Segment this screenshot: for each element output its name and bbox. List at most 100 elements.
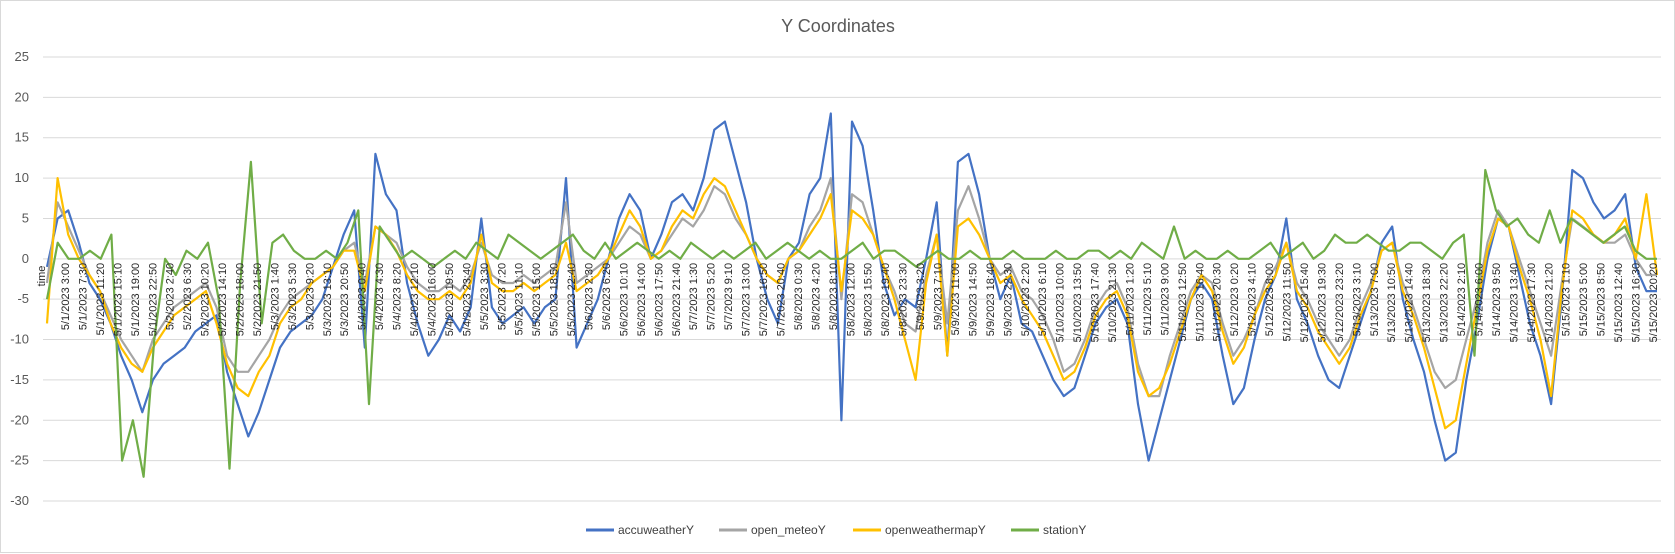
x-tick-label: 5/9/2023 22:30 — [1002, 263, 1014, 336]
x-tick-label: 5/2/2023 2:40 — [165, 263, 177, 330]
chart-title: Y Coordinates — [781, 16, 895, 36]
y-tick-label: 10 — [15, 170, 29, 185]
y-tick-label: 15 — [15, 130, 29, 145]
x-tick-label: 5/15/2023 5:00 — [1578, 263, 1590, 336]
x-tick-label: 5/6/2023 14:00 — [636, 263, 648, 336]
x-tick-label: 5/13/2023 3:10 — [1351, 263, 1363, 336]
x-tick-label: 5/8/2023 12:00 — [845, 263, 857, 336]
x-tick-label: 5/10/2023 13:50 — [1072, 263, 1084, 343]
x-tick-label: 5/2/2023 14:10 — [217, 263, 229, 336]
x-tick-label: 5/5/2023 3:30 — [479, 263, 491, 330]
x-tick-label: 5/6/2023 21:40 — [671, 263, 683, 336]
x-tick-label: 5/11/2023 1:20 — [1125, 263, 1137, 336]
x-tick-label: 5/1/2023 22:50 — [147, 263, 159, 336]
x-tick-label: 5/7/2023 9:10 — [723, 263, 735, 330]
x-tick-label: 5/12/2023 11:50 — [1282, 263, 1294, 342]
x-tick-label: 5/14/2023 17:30 — [1526, 263, 1538, 343]
x-tick-label: 5/4/2023 4:30 — [374, 263, 386, 330]
x-tick-label: 5/15/2023 1:10 — [1561, 263, 1573, 336]
x-axis-ticks: 5/1/2023 3:00 5/1/2023 7:30 5/1/2023 11:20… — [60, 263, 1660, 343]
x-tick-label: 5/8/2023 4:20 — [810, 263, 822, 330]
x-tick-label: 5/1/2023 7:30 — [78, 263, 90, 330]
x-tick-label: 5/5/2023 22:40 — [566, 263, 578, 336]
x-tick-label: 5/3/2023 1:40 — [269, 263, 281, 330]
x-tick-label: 5/6/2023 6:20 — [601, 263, 613, 330]
x-tick-label: 5/10/2023 21:30 — [1107, 263, 1119, 343]
x-tick-label: 5/6/2023 17:50 — [653, 263, 665, 336]
x-tick-label: 5/8/2023 19:40 — [880, 263, 892, 336]
x-tick-label: 5/12/2023 15:40 — [1299, 263, 1311, 343]
x-tick-label: 5/2/2023 21:50 — [252, 263, 264, 336]
x-tick-label: 5/4/2023 12:10 — [409, 263, 421, 336]
legend: accuweatherY open_meteoY openweathermapY st… — [586, 523, 1086, 537]
x-tick-label: 5/15/2023 20:20 — [1648, 263, 1660, 343]
x-tick-label: 5/14/2023 2:10 — [1456, 263, 1468, 336]
x-tick-label: 5/4/2023 16:00 — [427, 263, 439, 336]
y-tick-label: -10 — [10, 332, 29, 347]
x-tick-label: 5/11/2023 16:40 — [1194, 263, 1206, 342]
y-tick-label: 5 — [22, 210, 29, 225]
x-tick-label: 5/15/2023 16:30 — [1631, 263, 1643, 343]
y-tick-label: -15 — [10, 372, 29, 387]
x-tick-label: 5/10/2023 17:40 — [1090, 263, 1102, 343]
x-tick-label: 5/2/2023 6:30 — [182, 263, 194, 330]
x-tick-label: 5/14/2023 9:50 — [1491, 263, 1503, 336]
x-tick-label: 5/13/2023 22:20 — [1439, 263, 1451, 343]
y-tick-label: -30 — [10, 493, 29, 508]
y-tick-label: 0 — [22, 251, 29, 266]
x-tick-label: 5/5/2023 15:00 — [531, 263, 543, 336]
x-tick-label: 5/1/2023 19:00 — [130, 263, 142, 336]
x-tick-label: 5/4/2023 23:40 — [461, 263, 473, 336]
x-tick-label: 5/9/2023 7:10 — [933, 263, 945, 330]
x-axis-title: time — [36, 266, 48, 287]
x-tick-label: 5/2/2023 18:00 — [235, 263, 247, 336]
x-tick-label: 5/12/2023 23:20 — [1334, 263, 1346, 343]
x-tick-label: 5/7/2023 5:20 — [706, 263, 718, 330]
series-line-openweathermapY — [45, 177, 1659, 430]
x-tick-label: 5/10/2023 10:00 — [1055, 263, 1067, 343]
y-tick-label: -20 — [10, 412, 29, 427]
x-tick-label: 5/15/2023 12:40 — [1613, 263, 1625, 343]
x-tick-label: 5/10/2023 6:10 — [1037, 263, 1049, 336]
x-tick-label: 5/3/2023 13:10 — [322, 263, 334, 336]
x-tick-label: 5/2/2023 10:20 — [200, 263, 212, 336]
x-tick-label: 5/7/2023 20:40 — [776, 263, 788, 336]
x-tick-label: 5/1/2023 15:10 — [112, 263, 124, 336]
x-tick-label: 5/8/2023 8:10 — [828, 263, 840, 330]
y-axis-ticks: 25 20 15 10 5 0 -5 -10 -15 -20 -25 -30 — [10, 49, 29, 508]
x-tick-label: 5/13/2023 10:50 — [1386, 263, 1398, 343]
x-tick-label: 5/11/2023 20:30 — [1212, 263, 1224, 342]
x-tick-label: 5/15/2023 8:50 — [1596, 263, 1608, 336]
x-tick-label: 5/6/2023 2:30 — [584, 263, 596, 330]
x-tick-label: 5/11/2023 9:00 — [1159, 263, 1171, 336]
legend-label: openweathermapY — [885, 523, 986, 537]
x-tick-label: 5/8/2023 15:50 — [863, 263, 875, 336]
x-tick-label: 5/5/2023 7:20 — [496, 263, 508, 330]
series-line-stationY — [45, 160, 1657, 478]
x-tick-label: 5/12/2023 0:20 — [1229, 263, 1241, 336]
y-tick-label: -25 — [10, 453, 29, 468]
x-tick-label: 5/10/2023 2:20 — [1020, 263, 1032, 336]
x-tick-label: 5/4/2023 0:40 — [357, 263, 369, 330]
x-tick-label: 5/13/2023 7:00 — [1369, 263, 1381, 336]
x-tick-label: 5/5/2023 18:50 — [549, 263, 561, 336]
x-tick-label: 5/3/2023 20:50 — [339, 263, 351, 336]
x-tick-label: 5/9/2023 3:20 — [915, 263, 927, 330]
x-tick-label: 5/12/2023 4:10 — [1247, 263, 1259, 336]
x-tick-label: 5/9/2023 11:00 — [950, 263, 962, 336]
x-tick-label: 5/9/2023 18:40 — [985, 263, 997, 336]
x-tick-label: 5/12/2023 8:00 — [1264, 263, 1276, 336]
y-tick-label: 20 — [15, 89, 29, 104]
x-tick-label: 5/11/2023 5:10 — [1142, 263, 1154, 336]
legend-label: stationY — [1043, 523, 1086, 537]
x-tick-label: 5/4/2023 19:50 — [444, 263, 456, 336]
legend-label: open_meteoY — [751, 523, 826, 537]
x-tick-label: 5/1/2023 3:00 — [60, 263, 72, 330]
x-tick-label: 5/7/2023 13:00 — [741, 263, 753, 336]
x-tick-label: 5/8/2023 0:30 — [793, 263, 805, 330]
x-tick-label: 5/14/2023 13:40 — [1508, 263, 1520, 343]
x-tick-label: 5/7/2023 1:30 — [688, 263, 700, 330]
x-tick-label: 5/6/2023 10:10 — [618, 263, 630, 336]
